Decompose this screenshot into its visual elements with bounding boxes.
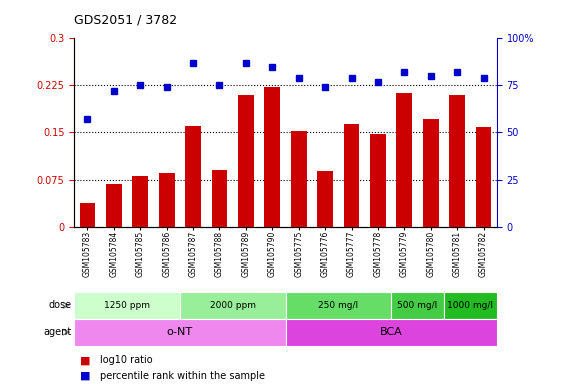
Text: log10 ratio: log10 ratio	[100, 355, 152, 365]
Bar	[79, 203, 95, 227]
Text: ■: ■	[80, 355, 90, 365]
Text: o-NT: o-NT	[167, 327, 193, 337]
Text: 250 mg/l: 250 mg/l	[318, 301, 359, 310]
Bar	[74, 292, 180, 319]
Bar	[264, 87, 280, 227]
Text: percentile rank within the sample: percentile rank within the sample	[100, 371, 265, 381]
Bar	[238, 95, 254, 227]
Bar	[291, 131, 307, 227]
Bar	[74, 319, 286, 346]
Text: ■: ■	[80, 371, 90, 381]
Bar	[180, 292, 286, 319]
Bar	[286, 292, 391, 319]
Bar	[370, 134, 386, 227]
Bar	[286, 319, 497, 346]
Text: agent: agent	[43, 327, 71, 337]
Bar	[317, 171, 333, 227]
Bar	[444, 292, 497, 319]
Bar	[391, 292, 444, 319]
Text: 1250 ppm: 1250 ppm	[104, 301, 150, 310]
Bar	[449, 95, 465, 227]
Bar	[396, 93, 412, 227]
Text: dose: dose	[49, 300, 71, 310]
Text: GDS2051 / 3782: GDS2051 / 3782	[74, 14, 178, 27]
Bar	[211, 170, 227, 227]
Text: 2000 ppm: 2000 ppm	[210, 301, 256, 310]
Bar	[132, 176, 148, 227]
Bar	[106, 184, 122, 227]
Bar	[185, 126, 201, 227]
Text: 500 mg/l: 500 mg/l	[397, 301, 437, 310]
Bar	[159, 173, 175, 227]
Text: BCA: BCA	[380, 327, 403, 337]
Bar	[476, 127, 492, 227]
Text: 1000 mg/l: 1000 mg/l	[447, 301, 493, 310]
Bar	[423, 119, 439, 227]
Bar	[344, 124, 359, 227]
